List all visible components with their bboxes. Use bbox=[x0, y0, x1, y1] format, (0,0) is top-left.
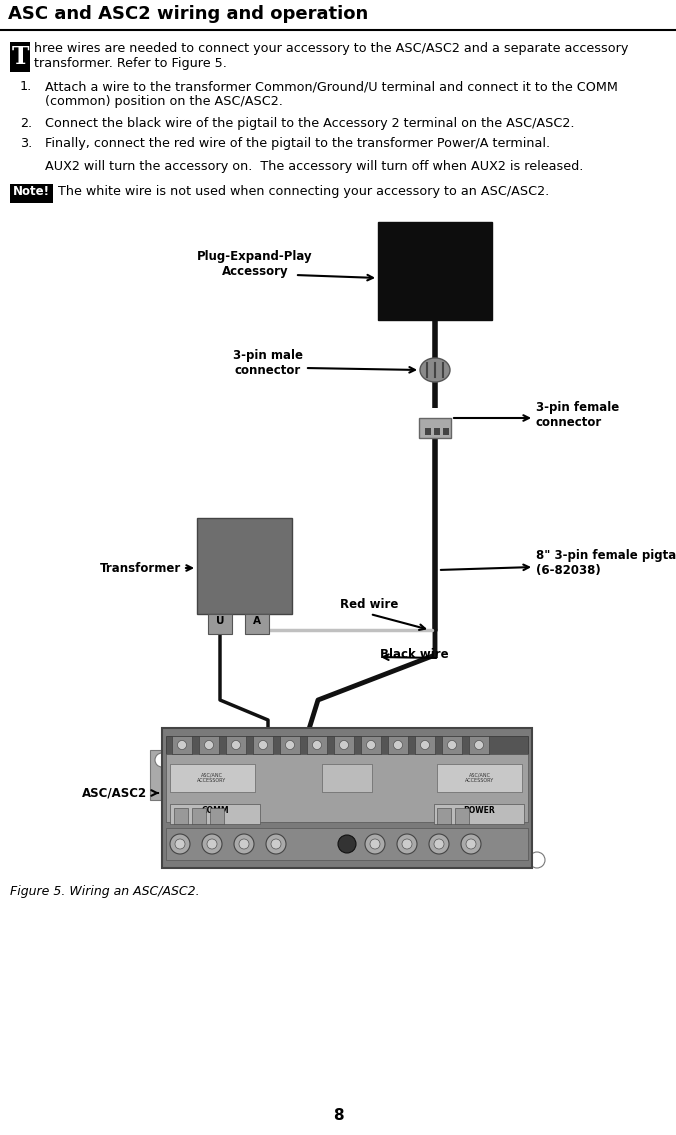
Text: U: U bbox=[216, 616, 224, 627]
Circle shape bbox=[402, 839, 412, 849]
Bar bbox=[443, 428, 449, 435]
Text: POWER: POWER bbox=[463, 806, 495, 815]
Text: 8: 8 bbox=[333, 1108, 343, 1123]
Circle shape bbox=[155, 753, 169, 767]
Bar bbox=[166, 754, 528, 822]
Bar bbox=[208, 614, 232, 634]
Circle shape bbox=[466, 839, 476, 849]
Bar bbox=[378, 222, 492, 320]
Text: transformer. Refer to Figure 5.: transformer. Refer to Figure 5. bbox=[34, 57, 227, 70]
Circle shape bbox=[285, 740, 295, 749]
Bar bbox=[174, 808, 188, 824]
Bar bbox=[388, 735, 408, 754]
Bar bbox=[322, 764, 372, 792]
Bar bbox=[162, 728, 532, 868]
Text: Note!: Note! bbox=[13, 185, 50, 197]
Text: The white wire is not used when connecting your accessory to an ASC/ASC2.: The white wire is not used when connecti… bbox=[58, 185, 549, 197]
Bar bbox=[437, 808, 451, 824]
Text: Red wire: Red wire bbox=[340, 597, 398, 611]
Text: COMM: COMM bbox=[201, 806, 228, 815]
Circle shape bbox=[205, 740, 214, 749]
Bar bbox=[166, 735, 528, 754]
Circle shape bbox=[393, 740, 402, 749]
Circle shape bbox=[202, 834, 222, 854]
Circle shape bbox=[175, 839, 185, 849]
Bar bbox=[210, 808, 224, 824]
Text: ASC and ASC2 wiring and operation: ASC and ASC2 wiring and operation bbox=[8, 5, 368, 23]
Circle shape bbox=[429, 834, 449, 854]
Bar bbox=[172, 735, 192, 754]
Circle shape bbox=[271, 839, 281, 849]
Text: 3-pin female
connector: 3-pin female connector bbox=[536, 401, 619, 429]
Bar bbox=[419, 418, 451, 438]
Text: 3.: 3. bbox=[20, 137, 32, 150]
Circle shape bbox=[366, 740, 375, 749]
Ellipse shape bbox=[420, 358, 450, 382]
Text: (common) position on the ASC/ASC2.: (common) position on the ASC/ASC2. bbox=[45, 95, 283, 108]
Text: Plug-Expand-Play
Accessory: Plug-Expand-Play Accessory bbox=[197, 250, 313, 278]
Bar bbox=[150, 750, 175, 800]
Bar bbox=[455, 808, 469, 824]
Circle shape bbox=[434, 839, 444, 849]
Text: Transformer: Transformer bbox=[100, 562, 181, 574]
Bar bbox=[307, 735, 327, 754]
Bar bbox=[469, 735, 489, 754]
Circle shape bbox=[338, 835, 356, 854]
Text: Connect the black wire of the pigtail to the Accessory 2 terminal on the ASC/ASC: Connect the black wire of the pigtail to… bbox=[45, 117, 575, 131]
Bar bbox=[425, 428, 431, 435]
Bar bbox=[245, 614, 269, 634]
Circle shape bbox=[312, 740, 322, 749]
Circle shape bbox=[397, 834, 417, 854]
Bar bbox=[170, 804, 260, 824]
Text: A: A bbox=[253, 616, 261, 627]
Bar bbox=[10, 184, 53, 203]
Circle shape bbox=[170, 834, 190, 854]
Bar bbox=[199, 735, 219, 754]
Bar bbox=[166, 829, 528, 860]
Text: hree wires are needed to connect your accessory to the ASC/ASC2 and a separate a: hree wires are needed to connect your ac… bbox=[34, 42, 629, 54]
Bar bbox=[434, 804, 524, 824]
Circle shape bbox=[370, 839, 380, 849]
Text: AUX2 will turn the accessory on.  The accessory will turn off when AUX2 is relea: AUX2 will turn the accessory on. The acc… bbox=[45, 160, 583, 173]
Circle shape bbox=[234, 834, 254, 854]
Text: T: T bbox=[11, 45, 29, 69]
Circle shape bbox=[365, 834, 385, 854]
Bar bbox=[361, 735, 381, 754]
Text: 3-pin male
connector: 3-pin male connector bbox=[233, 348, 303, 377]
Bar bbox=[442, 735, 462, 754]
Text: ASC/ASC2: ASC/ASC2 bbox=[82, 787, 147, 799]
Text: 1.: 1. bbox=[20, 79, 32, 93]
Text: Figure 5. Wiring an ASC/ASC2.: Figure 5. Wiring an ASC/ASC2. bbox=[10, 885, 199, 898]
Circle shape bbox=[266, 834, 286, 854]
Circle shape bbox=[529, 852, 545, 868]
Bar bbox=[334, 735, 354, 754]
Text: Black wire: Black wire bbox=[380, 648, 449, 662]
Circle shape bbox=[448, 740, 456, 749]
Bar bbox=[280, 735, 300, 754]
Circle shape bbox=[258, 740, 268, 749]
Bar bbox=[192, 808, 206, 824]
Bar bbox=[434, 428, 440, 435]
Text: ASC/ANC
ACCESSORY: ASC/ANC ACCESSORY bbox=[465, 773, 495, 783]
Text: Attach a wire to the transformer Common/Ground/U terminal and connect it to the : Attach a wire to the transformer Common/… bbox=[45, 79, 618, 93]
Bar bbox=[226, 735, 246, 754]
Bar bbox=[253, 735, 273, 754]
Text: Finally, connect the red wire of the pigtail to the transformer Power/A terminal: Finally, connect the red wire of the pig… bbox=[45, 137, 550, 150]
Circle shape bbox=[207, 839, 217, 849]
Circle shape bbox=[475, 740, 483, 749]
Circle shape bbox=[178, 740, 187, 749]
Bar bbox=[437, 764, 522, 792]
Bar bbox=[170, 764, 255, 792]
Circle shape bbox=[231, 740, 241, 749]
Text: 2.: 2. bbox=[20, 117, 32, 131]
Circle shape bbox=[339, 740, 349, 749]
Circle shape bbox=[461, 834, 481, 854]
Text: ASC/ANC
ACCESSORY: ASC/ANC ACCESSORY bbox=[197, 773, 226, 783]
Bar bbox=[10, 42, 30, 72]
Circle shape bbox=[239, 839, 249, 849]
Text: 8" 3-pin female pigtail
(6-82038): 8" 3-pin female pigtail (6-82038) bbox=[536, 549, 676, 577]
Bar bbox=[197, 518, 292, 614]
Circle shape bbox=[420, 740, 429, 749]
Bar bbox=[415, 735, 435, 754]
